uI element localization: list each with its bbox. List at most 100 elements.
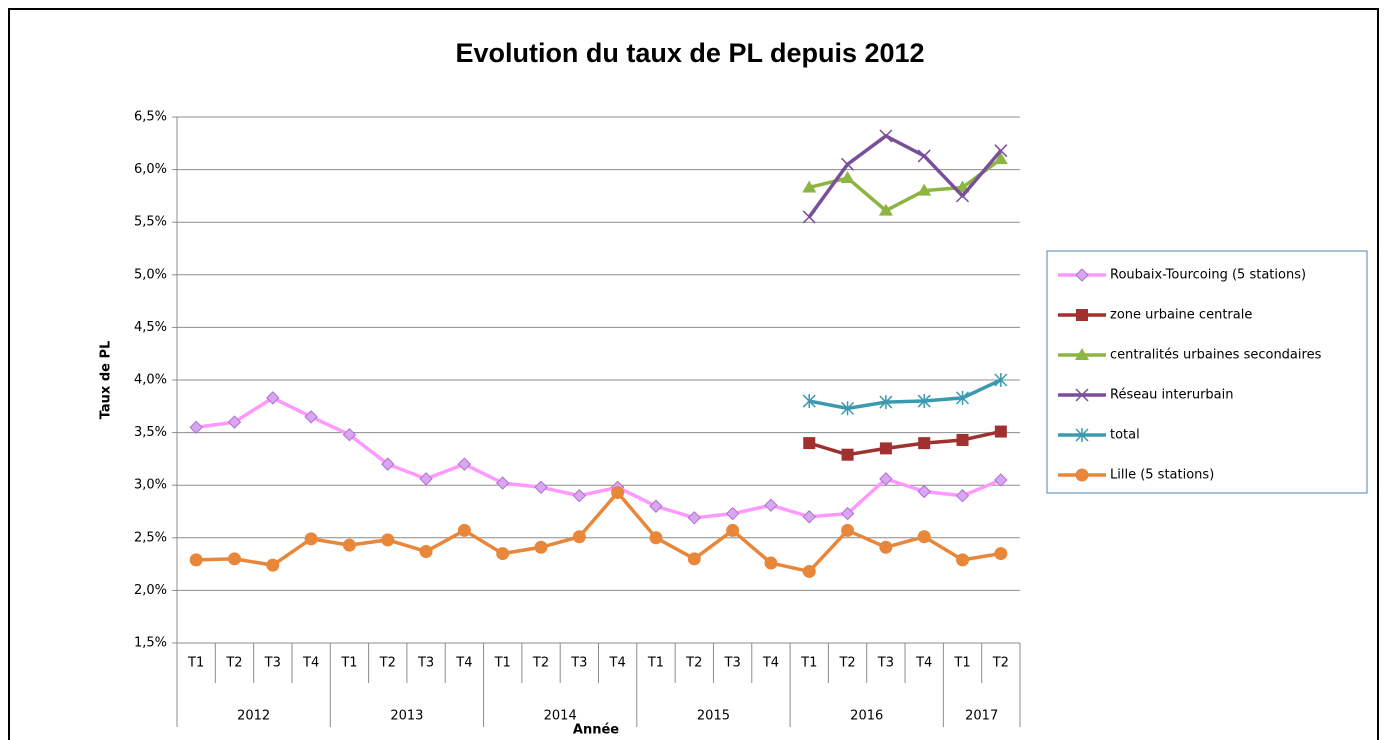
legend-marker xyxy=(1075,348,1089,360)
x-tick-label: T4 xyxy=(762,656,779,671)
legend-label: centralités urbaines secondaires xyxy=(1110,348,1322,363)
data-point xyxy=(840,506,855,521)
data-point xyxy=(687,511,702,525)
data-point xyxy=(879,129,893,143)
x-tick-label: T1 xyxy=(953,656,970,671)
x-tick-label: T3 xyxy=(264,656,281,671)
data-point xyxy=(802,210,816,224)
data-point xyxy=(994,144,1008,158)
data-point xyxy=(802,394,816,409)
data-point xyxy=(764,556,778,570)
x-group-label: 2016 xyxy=(850,709,883,724)
data-point xyxy=(917,530,931,544)
data-point xyxy=(802,510,816,524)
y-tick-label: 3,5% xyxy=(134,425,167,440)
x-group-label: 2013 xyxy=(390,709,423,724)
data-point xyxy=(227,552,241,566)
data-point xyxy=(304,410,318,424)
data-point xyxy=(917,149,931,163)
data-point xyxy=(496,547,510,561)
data-point xyxy=(189,553,203,567)
x-tick-label: T2 xyxy=(992,656,1009,671)
data-point xyxy=(841,523,855,537)
data-point xyxy=(878,203,893,216)
y-tick-label: 5,5% xyxy=(134,215,167,230)
data-point xyxy=(342,538,356,552)
data-point xyxy=(381,533,395,547)
data-point xyxy=(266,558,280,572)
legend-label: total xyxy=(1110,428,1140,443)
data-point xyxy=(227,415,242,429)
legend-marker xyxy=(1076,309,1088,321)
y-tick-label: 3,0% xyxy=(134,478,167,493)
x-group-label: 2017 xyxy=(965,709,998,724)
x-tick-label: T3 xyxy=(417,656,434,671)
x-tick-label: T2 xyxy=(685,656,702,671)
data-point xyxy=(534,540,548,554)
legend-marker xyxy=(1075,388,1089,402)
y-tick-label: 5,0% xyxy=(134,267,167,282)
data-point xyxy=(649,531,663,545)
data-point xyxy=(764,498,778,512)
x-tick-label: T2 xyxy=(225,656,242,671)
data-point xyxy=(495,476,510,490)
legend-label: Lille (5 stations) xyxy=(1110,468,1214,483)
data-point xyxy=(687,552,701,566)
data-point xyxy=(419,544,433,558)
x-tick-label: T2 xyxy=(532,656,549,671)
data-point xyxy=(419,472,433,486)
data-point xyxy=(649,499,663,513)
y-tick-label: 6,0% xyxy=(134,162,167,177)
data-point xyxy=(879,540,893,554)
legend-label: Réseau interurbain xyxy=(1110,388,1234,403)
chart-title: Evolution du taux de PL depuis 2012 xyxy=(455,38,924,68)
x-group-label: 2015 xyxy=(697,709,730,724)
data-point xyxy=(840,171,855,184)
data-point xyxy=(879,395,893,410)
data-point xyxy=(457,457,472,471)
x-tick-label: T3 xyxy=(724,656,741,671)
legend-marker xyxy=(1075,428,1089,442)
data-point xyxy=(955,390,970,405)
data-point xyxy=(611,486,625,500)
x-tick-label: T1 xyxy=(187,656,204,671)
data-point xyxy=(917,183,932,196)
x-axis-title: Année xyxy=(573,723,619,738)
data-point xyxy=(956,553,970,567)
data-point xyxy=(803,437,816,450)
data-point xyxy=(994,473,1008,487)
series-line xyxy=(808,429,1002,457)
x-tick-label: T3 xyxy=(570,656,587,671)
data-point xyxy=(917,484,931,499)
data-point xyxy=(381,457,395,471)
x-tick-label: T3 xyxy=(877,656,894,671)
legend xyxy=(1046,250,1368,494)
data-point xyxy=(572,489,587,503)
x-tick-label: T4 xyxy=(915,656,932,671)
data-point xyxy=(879,442,892,455)
data-point xyxy=(994,425,1007,438)
data-point xyxy=(534,480,548,495)
data-point xyxy=(917,394,931,409)
x-tick-label: T1 xyxy=(340,656,357,671)
y-tick-label: 4,5% xyxy=(134,320,167,335)
x-group-label: 2014 xyxy=(544,709,577,724)
x-tick-label: T2 xyxy=(379,656,396,671)
y-axis-title: Taux de PL xyxy=(99,341,114,420)
data-point xyxy=(841,448,854,461)
data-point xyxy=(342,427,357,442)
data-point xyxy=(189,420,203,435)
y-tick-label: 4,0% xyxy=(134,373,167,388)
series-line xyxy=(195,396,1002,520)
data-point xyxy=(802,564,816,578)
data-point xyxy=(725,506,740,521)
x-tick-label: T2 xyxy=(838,656,855,671)
series-line xyxy=(196,490,1002,574)
legend-label: Roubaix-Tourcoing (5 stations) xyxy=(1110,268,1306,283)
series-line xyxy=(808,378,1002,411)
x-group-label: 2012 xyxy=(237,709,270,724)
legend-marker xyxy=(1075,468,1089,482)
data-point xyxy=(994,373,1008,387)
y-tick-label: 6,5% xyxy=(134,110,167,125)
data-point xyxy=(572,530,586,544)
